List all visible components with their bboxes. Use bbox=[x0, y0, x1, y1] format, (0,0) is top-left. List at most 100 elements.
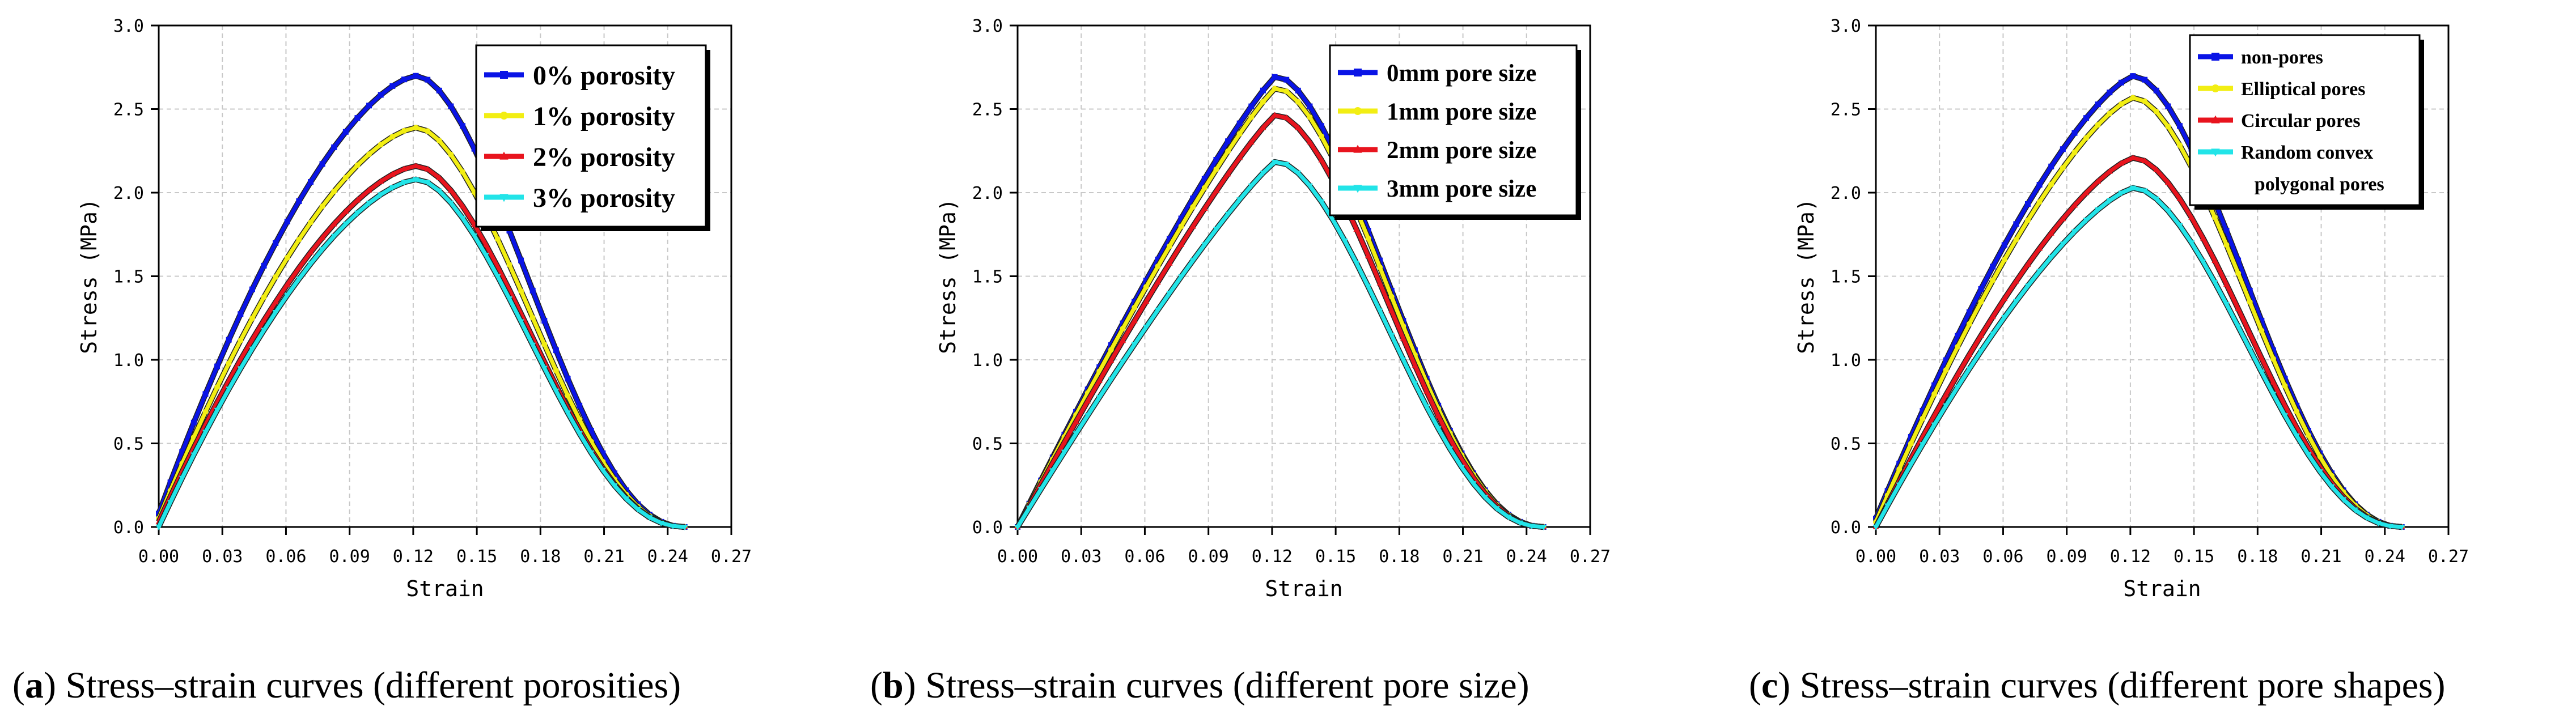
legend-swatch-marker bbox=[1353, 185, 1362, 193]
legend-label: 3mm pore size bbox=[1387, 176, 1536, 202]
data-point bbox=[1248, 183, 1255, 189]
data-point bbox=[2316, 469, 2323, 475]
x-tick-label: 0.27 bbox=[711, 547, 752, 567]
y-axis-title: Stress (MPa) bbox=[1794, 198, 1819, 354]
x-tick-label: 0.18 bbox=[2237, 547, 2278, 567]
data-point bbox=[1236, 154, 1243, 160]
y-tick-label: 1.5 bbox=[1831, 267, 1861, 287]
data-point bbox=[518, 257, 524, 263]
data-point bbox=[378, 92, 384, 98]
data-point bbox=[389, 83, 396, 89]
data-point bbox=[354, 197, 361, 203]
data-point bbox=[634, 507, 641, 513]
data-point bbox=[541, 365, 548, 372]
data-point bbox=[2188, 214, 2195, 220]
series-4 bbox=[1014, 159, 1547, 530]
data-point bbox=[366, 103, 372, 109]
data-point bbox=[2258, 355, 2265, 361]
data-point bbox=[226, 360, 232, 367]
data-point bbox=[1540, 524, 1547, 530]
data-point bbox=[1388, 333, 1395, 339]
data-point bbox=[2177, 142, 2183, 148]
data-point bbox=[1931, 412, 1938, 418]
data-point bbox=[1400, 335, 1406, 341]
data-point bbox=[2387, 524, 2393, 530]
y-tick-label: 2.5 bbox=[113, 100, 144, 120]
data-point bbox=[2247, 330, 2253, 336]
data-point bbox=[1955, 333, 1961, 339]
series-line bbox=[156, 177, 685, 529]
data-point bbox=[272, 309, 279, 316]
data-point bbox=[2223, 242, 2230, 248]
data-point bbox=[2118, 79, 2124, 86]
data-point bbox=[1225, 138, 1231, 144]
data-point bbox=[2328, 484, 2335, 490]
data-point bbox=[1120, 359, 1126, 365]
data-point bbox=[1143, 284, 1149, 290]
data-point bbox=[2211, 214, 2218, 220]
data-point bbox=[1423, 404, 1430, 410]
data-point bbox=[1037, 487, 1044, 493]
data-point bbox=[1260, 124, 1266, 130]
data-point bbox=[2106, 198, 2113, 204]
series-line bbox=[1874, 156, 2403, 529]
data-point bbox=[1353, 261, 1360, 267]
data-point bbox=[1318, 156, 1325, 163]
data-point bbox=[436, 188, 443, 194]
data-point bbox=[1470, 481, 1477, 487]
data-point bbox=[238, 311, 244, 317]
x-axis: 0.00 0.03 0.06 0.09 0.12 0.15 0.18 0.21 0.24 0.27 bbox=[997, 527, 1611, 567]
legend-label: non-pores bbox=[2241, 47, 2323, 68]
data-point bbox=[2188, 240, 2195, 246]
data-point bbox=[1966, 309, 1972, 315]
data-point bbox=[214, 384, 221, 390]
data-point bbox=[2235, 257, 2242, 263]
data-point bbox=[2036, 199, 2043, 205]
data-point bbox=[319, 234, 326, 240]
legend-entry-4: 3% porosity bbox=[484, 183, 675, 213]
series-4 bbox=[155, 176, 688, 530]
data-point bbox=[2141, 188, 2148, 194]
data-point bbox=[413, 177, 420, 183]
data-point bbox=[2223, 301, 2230, 308]
data-point bbox=[2025, 217, 2031, 223]
data-point bbox=[1084, 413, 1091, 419]
data-point bbox=[1108, 347, 1114, 353]
data-point bbox=[1014, 525, 1021, 530]
data-point bbox=[1201, 176, 1208, 182]
data-point bbox=[319, 247, 326, 253]
data-point bbox=[1108, 357, 1115, 363]
x-tick-label: 0.27 bbox=[1570, 547, 1611, 567]
data-point bbox=[646, 515, 653, 521]
y-tick-label: 0.0 bbox=[972, 518, 1003, 538]
data-point bbox=[202, 430, 209, 436]
legend-swatch-marker bbox=[2211, 148, 2220, 157]
data-point bbox=[425, 128, 431, 134]
data-point bbox=[2153, 108, 2159, 114]
data-point bbox=[366, 151, 372, 158]
data-point bbox=[1131, 317, 1138, 324]
data-point bbox=[214, 407, 221, 414]
legend: non-pores Elliptical pores Circular pores R… bbox=[2189, 34, 2424, 210]
data-point bbox=[2270, 379, 2277, 385]
data-point bbox=[588, 450, 595, 456]
data-point bbox=[226, 386, 232, 393]
data-point bbox=[1954, 384, 1961, 390]
data-point bbox=[237, 366, 244, 372]
data-point bbox=[284, 281, 291, 287]
legend-swatch-marker bbox=[1353, 144, 1362, 153]
legend-label: Elliptical pores bbox=[2241, 79, 2365, 100]
data-point bbox=[1341, 239, 1348, 245]
x-tick-label: 0.24 bbox=[647, 547, 688, 567]
data-point bbox=[1400, 323, 1406, 329]
data-point bbox=[1166, 291, 1173, 297]
legend-label: 2% porosity bbox=[533, 142, 675, 172]
data-point bbox=[482, 241, 489, 247]
data-point bbox=[425, 76, 431, 83]
data-point bbox=[401, 180, 408, 186]
data-point bbox=[1295, 99, 1301, 105]
data-point bbox=[342, 222, 349, 228]
data-point bbox=[436, 174, 443, 180]
data-point bbox=[2176, 195, 2183, 201]
data-point bbox=[2083, 189, 2090, 195]
